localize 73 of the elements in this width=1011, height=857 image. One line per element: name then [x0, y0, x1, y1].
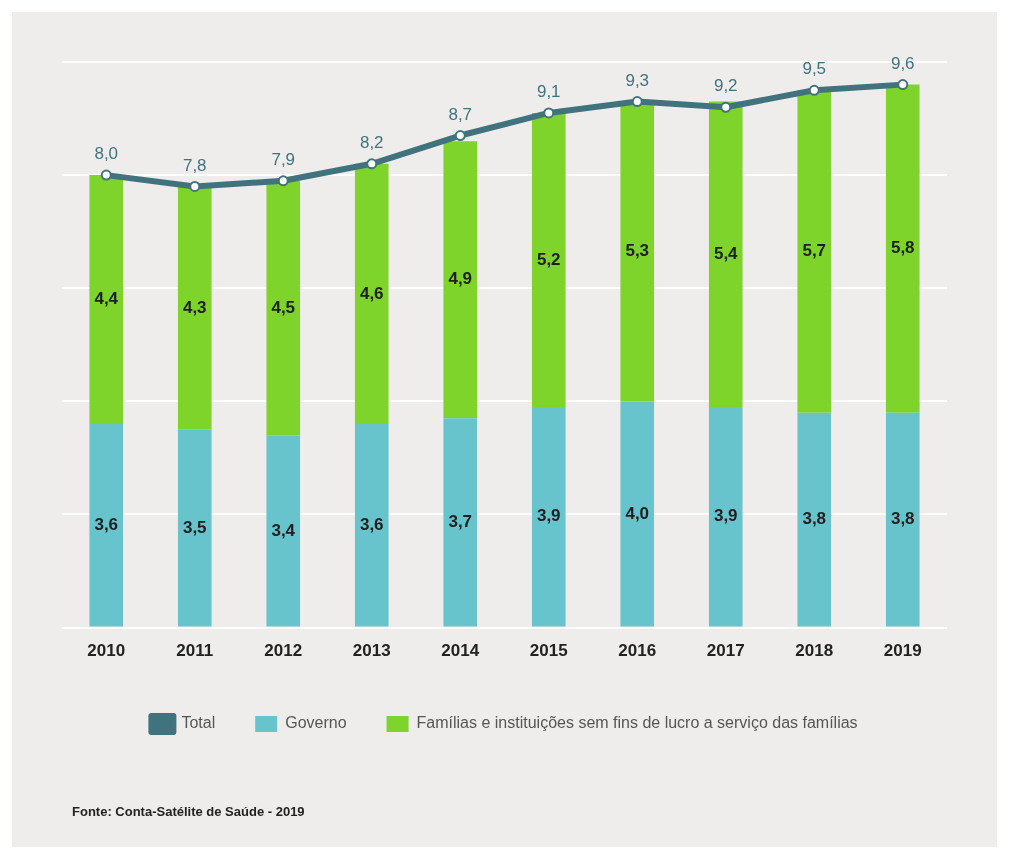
point	[897, 79, 909, 91]
data-label: 3,7	[448, 512, 473, 532]
data-label: 3,9	[536, 506, 561, 526]
bar	[797, 90, 832, 413]
bar	[354, 423, 389, 627]
data-label: 9,2	[713, 76, 738, 96]
point	[277, 175, 289, 187]
legend-label: Governo	[285, 714, 347, 732]
data-label: 5,3	[625, 241, 650, 261]
data-label: 5,4	[713, 243, 739, 263]
bar	[89, 423, 124, 627]
data-label: 3,4	[271, 520, 296, 540]
bar	[354, 163, 389, 424]
bar	[708, 407, 743, 627]
data-label: 5,7	[802, 241, 827, 261]
bar	[620, 401, 655, 627]
data-label: 3,9	[713, 506, 738, 526]
data-label: 4,0	[625, 503, 650, 523]
data-label: 4,5	[271, 297, 296, 317]
point	[454, 130, 466, 142]
bar	[89, 175, 124, 424]
point	[543, 107, 555, 119]
x-tick-label: 2017	[706, 641, 745, 661]
x-tick-label: 2014	[441, 641, 480, 661]
bar	[708, 101, 743, 408]
x-tick-label: 2012	[264, 641, 303, 661]
data-label: 4,3	[182, 297, 207, 317]
bar	[177, 429, 212, 627]
point	[366, 158, 378, 170]
data-label: 3,5	[182, 517, 207, 537]
data-label: 3,8	[890, 509, 915, 529]
x-tick-label: 2015	[529, 641, 568, 661]
point	[189, 180, 201, 192]
x-tick-label: 2011	[176, 641, 214, 661]
source-note: Fonte: Conta-Satélite de Saúde - 2019	[72, 804, 305, 819]
data-label: 9,5	[802, 59, 827, 79]
data-label: 3,8	[802, 509, 827, 529]
data-label: 9,6	[890, 53, 915, 73]
data-label: 7,8	[182, 155, 207, 175]
data-label: 5,2	[536, 249, 561, 269]
bar	[266, 435, 301, 627]
data-label: 7,9	[271, 149, 296, 169]
x-tick-label: 2019	[883, 641, 922, 661]
data-label: 9,1	[536, 82, 561, 102]
bar	[177, 186, 212, 430]
point	[100, 169, 112, 181]
x-tick-label: 2018	[795, 641, 834, 661]
bar	[443, 141, 478, 419]
bar	[443, 418, 478, 627]
data-label: 8,0	[94, 144, 119, 164]
x-tick-label: 2010	[87, 641, 126, 661]
point	[631, 96, 643, 108]
data-label: 3,6	[359, 514, 384, 534]
legend-label: Total	[181, 714, 216, 732]
data-label: 4,9	[448, 269, 473, 289]
data-label: 3,6	[94, 514, 119, 534]
point	[720, 101, 732, 113]
x-tick-label: 2013	[352, 641, 391, 661]
legend-label: Famílias e instituições sem fins de lucro a serviço das famílias	[416, 714, 858, 732]
bar	[885, 84, 920, 413]
bar	[531, 112, 566, 408]
bar	[531, 407, 566, 627]
data-label: 4,6	[359, 283, 384, 303]
data-label: 8,2	[359, 133, 384, 152]
bar	[266, 180, 301, 436]
bar	[885, 412, 920, 627]
data-label: 8,7	[448, 104, 473, 124]
data-label: 9,3	[625, 70, 650, 90]
x-tick-label: 2016	[618, 641, 657, 661]
data-label: 5,8	[890, 238, 915, 258]
bar	[797, 412, 832, 627]
data-label: 4,4	[94, 289, 119, 309]
point	[808, 84, 820, 96]
